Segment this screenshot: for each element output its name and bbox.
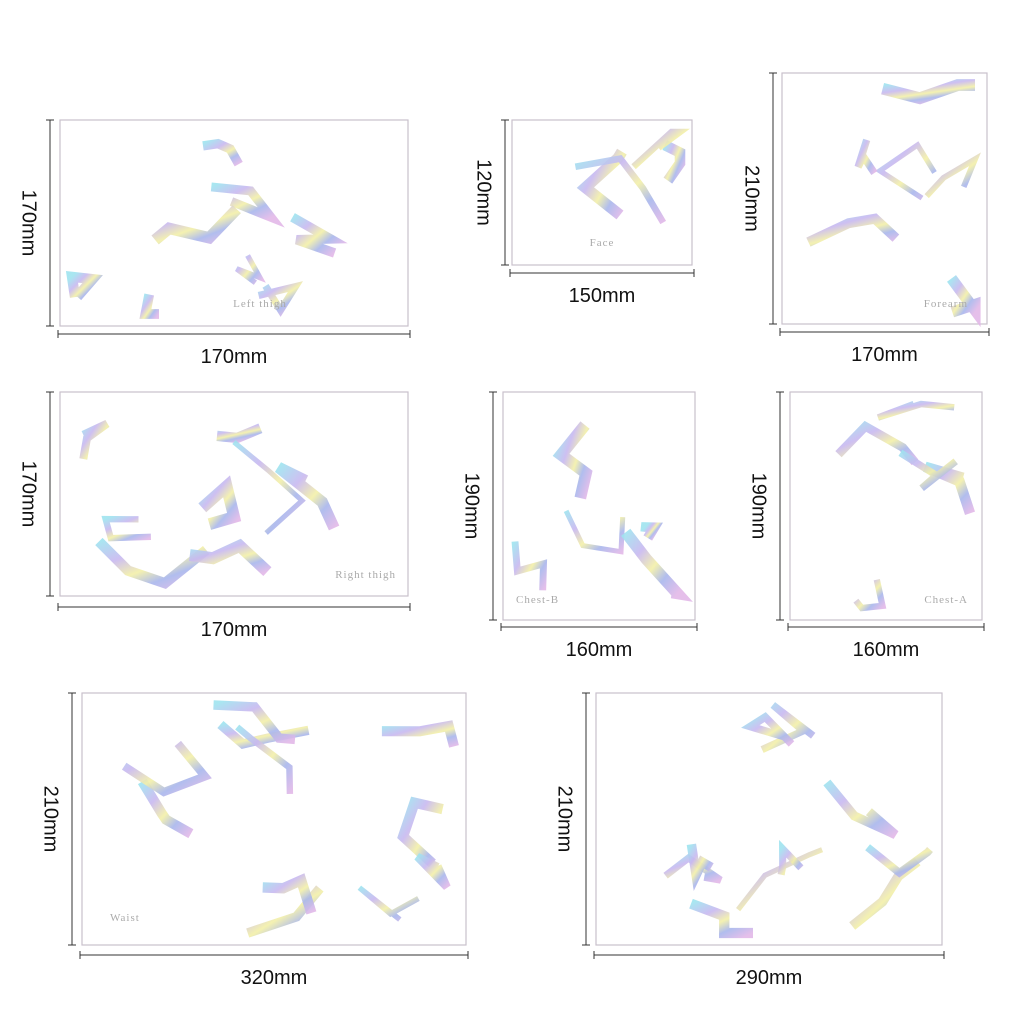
sheet-label: Face — [590, 237, 615, 249]
holo-shape — [898, 449, 958, 492]
holo-shape — [854, 138, 878, 176]
holo-shape — [574, 154, 667, 225]
holo-shape — [947, 275, 981, 328]
holo-shape — [865, 844, 933, 878]
height-label: 210mm — [741, 165, 763, 232]
holo-shape — [552, 421, 593, 500]
holo-shape — [235, 254, 266, 285]
height-label: 210mm — [40, 786, 62, 853]
holo-shape — [736, 847, 824, 912]
holo-shape — [357, 885, 420, 922]
sticker-panel: Chest-A 190mm 160mm — [748, 391, 985, 661]
holo-shape — [663, 853, 723, 884]
holo-shape — [210, 182, 285, 228]
holo-shape — [79, 419, 110, 460]
sticker-panel: Waist 210mm 320mm — [40, 692, 469, 989]
width-label: 150mm — [569, 285, 636, 307]
holo-shape — [235, 724, 294, 794]
holo-shape — [397, 796, 444, 868]
holo-shape — [689, 898, 753, 939]
holo-shape — [101, 515, 152, 542]
holo-shape — [640, 522, 663, 541]
holo-shape — [95, 537, 210, 590]
width-label: 170mm — [851, 344, 918, 366]
holo-shape — [151, 205, 241, 245]
width-label: 160mm — [853, 639, 920, 661]
width-label: 290mm — [736, 967, 803, 989]
holo-shape — [823, 779, 899, 839]
sticker-panel: Forearm 210mm 170mm — [741, 72, 990, 366]
holo-shape — [232, 440, 306, 535]
sheet-label: Chest-B — [516, 594, 559, 606]
holo-shape — [381, 720, 459, 748]
sheet-label: Waist — [110, 912, 140, 924]
holo-shape — [806, 213, 900, 247]
width-label: 170mm — [201, 619, 268, 641]
sheet-label: Left thigh — [233, 298, 287, 310]
holo-shape — [414, 853, 451, 890]
height-label: 170mm — [18, 461, 40, 528]
sheet — [789, 391, 983, 621]
width-label: 160mm — [566, 639, 633, 661]
holo-shape — [875, 141, 937, 201]
holo-shape — [741, 712, 795, 747]
sticker-panel: Right thigh 170mm 170mm — [18, 391, 411, 641]
height-label: 190mm — [748, 473, 770, 540]
holo-shape — [924, 152, 981, 199]
holo-shape — [576, 148, 627, 220]
holo-shape — [139, 293, 159, 319]
sticker-panel: Left thigh 170mm 170mm — [18, 119, 411, 368]
holo-shape — [213, 700, 296, 745]
sheet-label: Right thigh — [335, 569, 396, 581]
holo-shape — [198, 475, 242, 530]
height-label: 190mm — [461, 473, 483, 540]
holo-shape — [262, 873, 317, 915]
holo-shape — [137, 778, 194, 839]
holo-shape — [274, 462, 340, 531]
sticker-panel: Chest-B 190mm 160mm — [461, 391, 698, 661]
holo-shape — [563, 509, 626, 555]
holo-shape — [189, 538, 272, 576]
holo-shape — [202, 138, 243, 167]
holo-shape — [662, 140, 686, 184]
holo-shape — [65, 270, 103, 301]
sheet-label: Chest-A — [924, 594, 968, 606]
sheet-label: Forearm — [924, 298, 968, 310]
width-label: 170mm — [201, 346, 268, 368]
holo-shape — [621, 528, 693, 602]
holo-shape — [777, 839, 804, 876]
sticker-panel: 210mm 290mm — [554, 692, 945, 989]
height-label: 170mm — [18, 190, 40, 257]
width-label: 320mm — [241, 967, 308, 989]
holo-shape — [881, 79, 975, 105]
holo-shape — [686, 843, 714, 891]
holo-shape — [257, 281, 304, 317]
holo-shape — [853, 579, 887, 612]
holo-shape — [290, 213, 348, 258]
sticker-panel: Face 120mm 150mm — [473, 119, 695, 307]
holo-shape — [876, 400, 955, 421]
holo-shape — [631, 128, 690, 170]
holo-shape — [216, 423, 263, 444]
height-label: 210mm — [554, 786, 576, 853]
holo-shape — [511, 541, 548, 591]
holo-shape — [121, 740, 212, 797]
height-label: 120mm — [473, 159, 495, 226]
